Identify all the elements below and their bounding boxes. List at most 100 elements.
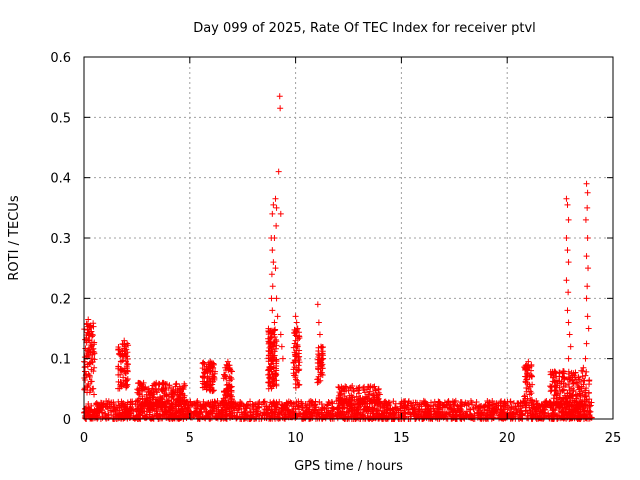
data-point [153,412,160,419]
data-point [390,410,397,417]
data-point [229,412,236,419]
data-point [164,398,171,405]
data-point [361,406,368,413]
data-point [272,326,279,333]
data-point [108,403,115,410]
data-point [559,387,566,394]
data-point [337,409,344,416]
data-point [314,301,321,308]
data-point [94,401,101,408]
data-point [565,289,572,296]
data-point [292,337,299,344]
y-tick-label: 0.4 [50,172,71,187]
data-point [439,409,446,416]
data-point [271,371,278,378]
data-point [491,407,498,414]
data-point [91,364,98,371]
data-point [291,330,298,337]
data-point [289,403,296,410]
data-point [273,342,280,349]
data-point [268,409,275,416]
data-point [576,384,583,391]
data-point [200,404,207,411]
data-point [193,399,200,406]
data-point [266,379,273,386]
data-point [582,355,589,362]
data-point [235,404,242,411]
data-point [411,404,418,411]
data-point [452,397,459,404]
data-point [443,410,450,417]
data-point [553,413,560,420]
data-point [159,398,166,405]
data-point [341,393,348,400]
y-tick-label: 0.6 [50,51,71,66]
data-point [584,204,591,211]
data-point [292,313,299,320]
data-point [418,403,425,410]
chart-title: Day 099 of 2025, Rate Of TEC Index for r… [193,21,536,36]
data-point [578,367,585,374]
data-point [279,402,286,409]
data-point [490,414,497,421]
data-point [525,385,532,392]
data-point [148,414,155,421]
data-point [155,385,162,392]
data-point [443,402,450,409]
data-point [177,411,184,418]
data-point [267,415,274,422]
data-point [519,412,526,419]
data-point [553,373,560,380]
data-point [88,402,95,409]
data-point [585,390,592,397]
y-tick-label: 0.2 [50,292,71,307]
data-point [238,400,245,407]
data-point [474,414,481,421]
data-point [528,396,535,403]
data-point [320,355,327,362]
data-point [173,380,180,387]
data-point [268,295,275,302]
data-point [261,406,268,413]
data-point [173,412,180,419]
data-point [583,253,590,260]
data-point [373,391,380,398]
data-point [266,344,273,351]
data-point [272,265,279,272]
data-point [334,404,341,411]
data-point [371,383,378,390]
data-point [568,412,575,419]
data-point [556,384,563,391]
data-point [330,406,337,413]
x-tick-label: 20 [499,431,516,446]
data-point [81,364,88,371]
data-point [247,398,254,405]
data-point [277,331,284,338]
data-point [293,376,300,383]
data-point [551,383,558,390]
data-point [563,277,570,284]
data-point [315,378,322,385]
data-point [372,415,379,422]
data-point [424,406,431,413]
data-point [119,341,126,348]
data-point [269,210,276,217]
data-point [543,398,550,405]
data-point [561,370,568,377]
data-point [207,381,214,388]
data-point [144,408,151,415]
data-point [583,295,590,302]
data-point [507,399,514,406]
data-point [225,382,232,389]
data-point [577,392,584,399]
data-point [536,408,543,415]
data-point [566,376,573,383]
data-point [566,331,573,338]
data-point [251,401,258,408]
data-point [136,409,143,416]
data-point [527,372,534,379]
data-point [343,409,350,416]
data-point [583,340,590,347]
data-point [225,387,232,394]
data-point [460,414,467,421]
